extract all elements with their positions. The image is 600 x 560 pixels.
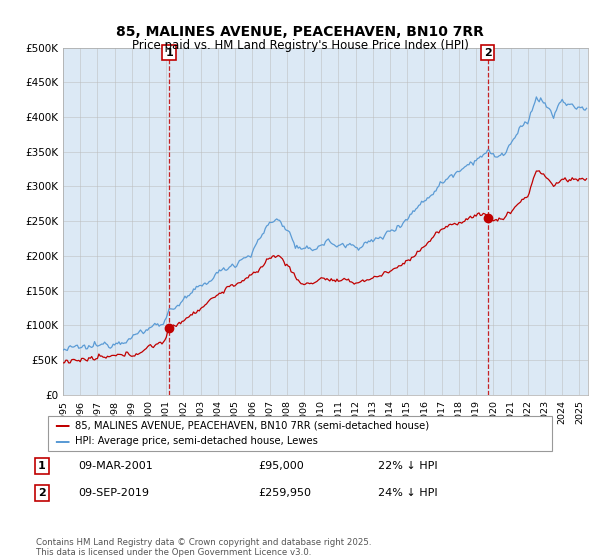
Text: Price paid vs. HM Land Registry's House Price Index (HPI): Price paid vs. HM Land Registry's House … <box>131 39 469 52</box>
Text: £95,000: £95,000 <box>258 461 304 471</box>
Text: 1: 1 <box>38 461 46 471</box>
Text: 85, MALINES AVENUE, PEACEHAVEN, BN10 7RR: 85, MALINES AVENUE, PEACEHAVEN, BN10 7RR <box>116 25 484 39</box>
Text: HPI: Average price, semi-detached house, Lewes: HPI: Average price, semi-detached house,… <box>75 436 318 446</box>
Text: 2: 2 <box>38 488 46 498</box>
Text: —: — <box>54 418 70 433</box>
Text: 09-SEP-2019: 09-SEP-2019 <box>78 488 149 498</box>
Text: 22% ↓ HPI: 22% ↓ HPI <box>378 461 437 471</box>
Text: 24% ↓ HPI: 24% ↓ HPI <box>378 488 437 498</box>
Text: 85, MALINES AVENUE, PEACEHAVEN, BN10 7RR (semi-detached house): 85, MALINES AVENUE, PEACEHAVEN, BN10 7RR… <box>75 421 429 431</box>
Text: —: — <box>54 434 70 449</box>
Text: 09-MAR-2001: 09-MAR-2001 <box>78 461 153 471</box>
Text: £259,950: £259,950 <box>258 488 311 498</box>
Text: Contains HM Land Registry data © Crown copyright and database right 2025.
This d: Contains HM Land Registry data © Crown c… <box>36 538 371 557</box>
Text: 1: 1 <box>165 48 173 58</box>
Text: 2: 2 <box>484 48 491 58</box>
